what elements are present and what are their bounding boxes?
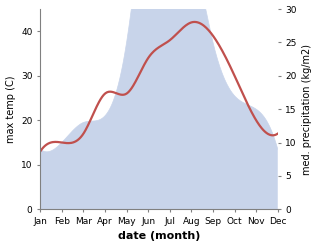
Y-axis label: med. precipitation (kg/m2): med. precipitation (kg/m2)	[302, 44, 313, 175]
X-axis label: date (month): date (month)	[118, 231, 200, 242]
Y-axis label: max temp (C): max temp (C)	[5, 75, 16, 143]
